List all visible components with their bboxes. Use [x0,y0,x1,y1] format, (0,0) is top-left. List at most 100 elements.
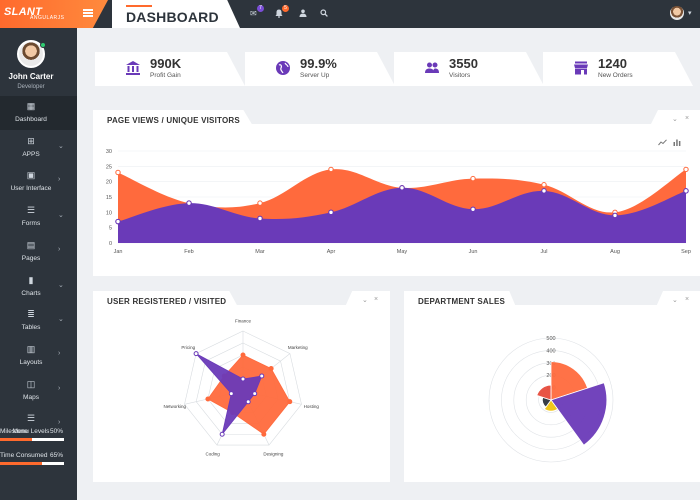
radar-point [240,376,246,382]
sidebar-item-pages[interactable]: ▤ Pages › [0,235,77,269]
radar-point [228,391,234,397]
collapse-icon[interactable]: ⌄ [672,297,678,304]
registered-panel-title: USER REGISTERED / VISITED [107,297,227,306]
radar-point [219,431,225,437]
layout-icon: ▥ [26,343,36,354]
sidebar-item-label: Forms [21,220,41,228]
chevron-right-icon: › [58,349,61,357]
brand-logo[interactable]: SLANT ANGULARJS [0,0,108,28]
chevron-right-icon: › [58,419,61,427]
registered-radar-chart: Finance Marketing Hosting Designing Coding Ne… [163,319,320,457]
pageviews-panel-tab [93,110,253,126]
sidebar-item-charts[interactable]: ▮ Charts ⌄ [0,270,77,304]
data-point [328,209,334,216]
radar-point [245,399,251,405]
y-tick-label: 15 [106,195,112,201]
polar-slice [550,361,589,401]
stat-card: 1240 New Orders [543,52,693,86]
radar-point [268,366,274,372]
sidebar-item-label: Tables [21,324,41,332]
pageviews-panel-title: PAGE VIEWS / UNIQUE VISITORS [107,116,240,125]
top-avatar[interactable] [670,6,684,20]
x-tick-label: Jan [114,249,123,255]
stat-label: Server Up [300,72,330,79]
stat-value: 990K [150,56,182,71]
sidebar-item-label: Charts [21,289,41,297]
x-tick-label: May [397,249,408,255]
sliders-icon: ☰ [26,205,36,216]
data-point [257,200,263,206]
department-panel-title: DEPARTMENT SALES [418,297,506,306]
close-icon[interactable]: × [685,296,690,303]
stat-label: Profit Gain [150,72,181,79]
sidebar-item-user-interface[interactable]: ▣ User Interface › [0,165,77,199]
x-tick-label: Aug [610,249,620,255]
user-icon[interactable] [299,9,307,20]
series-area-1 [118,187,686,243]
menu-icon[interactable] [83,9,93,17]
bell-icon[interactable] [275,9,283,21]
data-point [115,169,121,176]
radar-grid [184,330,302,446]
radar-point [261,431,267,437]
line-chart-icon[interactable] [658,139,667,148]
globe-icon [275,60,291,76]
sidebar-item-tables[interactable]: ≣ Tables ⌄ [0,304,77,338]
chevron-down-icon: ⌄ [58,142,64,150]
sidebar-item-menu-levels[interactable]: ☰ Menu Levels › [0,408,77,442]
chevron-right-icon: ⌄ [58,212,64,220]
brand-name: SLANT [4,6,43,18]
progress-value: 65% [50,452,64,459]
collapse-icon[interactable]: ⌄ [672,116,678,123]
registered-controls-tab [345,291,390,307]
radar-point [193,351,199,357]
chevron-right-icon: › [58,384,61,392]
sidebar-item-label: Dashboard [15,116,47,123]
chevron-right-icon: ⌄ [58,316,64,324]
briefcase-icon: ▣ [26,170,36,181]
pageviews-area-chart: 0 5 10 15 20 25 30 Jan Feb Mar Apr May Jun Jul Aug Sep [106,149,691,255]
stat-card: 990K Profit Gain [95,52,245,86]
sidebar-item-forms[interactable]: ☰ Forms ⌄ [0,200,77,234]
data-point [257,215,263,222]
menu-levels-icon: ☰ [26,413,36,424]
x-tick-label: Jul [540,249,547,255]
data-point [470,206,476,212]
stat-label: New Orders [598,72,633,79]
close-icon[interactable]: × [685,115,690,122]
progress-fill [0,438,32,441]
department-polar-chart: 100200300400500 [488,336,614,463]
sidebar-item-maps[interactable]: ◫ Maps › [0,374,77,408]
bar-chart-icon[interactable] [673,139,681,148]
x-tick-label: Feb [184,249,193,255]
sidebar-item-dashboard[interactable]: ▦ Dashboard [0,96,77,130]
radar-point [259,373,265,379]
x-tick-label: Apr [327,249,336,255]
collapse-icon[interactable]: ⌄ [362,297,368,304]
progress-fill [0,462,42,465]
sidebar-item-layouts[interactable]: ▥ Layouts › [0,339,77,373]
progress-label: Time Consumed [0,452,48,459]
radar-series-1 [195,353,263,435]
title-accent [126,5,152,7]
polar-tick-label: 400 [546,348,555,354]
sidebar-item-label: Pages [21,254,41,262]
mail-icon[interactable]: ✉ [250,9,257,18]
sidebar-item-apps[interactable]: ⊞ APPS ⌄ [0,131,77,165]
sidebar-item-label: Maps [23,393,39,401]
bell-badge: 5 [282,5,289,12]
polar-grid-ring [488,337,614,463]
search-icon[interactable] [320,9,328,20]
map-icon: ◫ [26,378,36,389]
close-icon[interactable]: × [374,296,379,303]
progress-bar [0,438,64,441]
stat-value: 1240 [598,56,627,71]
sidebar-item-label: APPS [22,150,40,158]
dashboard-icon: ▦ [26,101,36,111]
chevron-down-icon[interactable]: ▾ [688,10,692,17]
data-point [328,166,334,173]
radar-axis-label: Hosting [304,404,320,409]
sidebar-item-label: User Interface [10,185,52,193]
radar-point [252,391,258,397]
online-status-dot [40,42,46,48]
